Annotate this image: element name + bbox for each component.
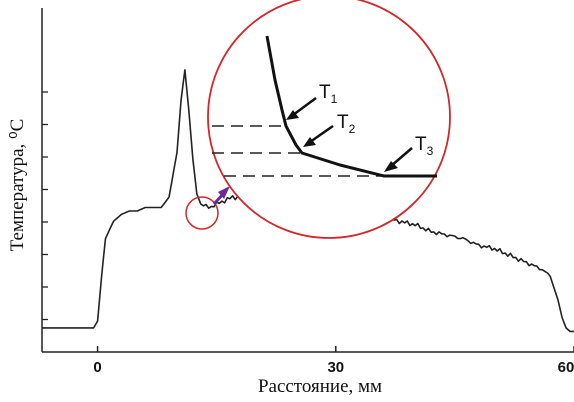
y-axis-title: Температура, ⁰C bbox=[7, 119, 28, 252]
callout-label-t1: T1 bbox=[319, 82, 338, 106]
callout-label-t2: T2 bbox=[337, 112, 356, 136]
inset-curve bbox=[265, 35, 437, 178]
callout-label-t1-main: T bbox=[319, 82, 331, 103]
inset-dashed-levels bbox=[212, 125, 384, 177]
callout-label-t2-sub: 2 bbox=[349, 122, 356, 136]
x-tick-label: 30 bbox=[327, 359, 344, 376]
inset-circle bbox=[207, 0, 451, 239]
x-tick-label: 60 bbox=[558, 359, 574, 376]
callout-label-t2-main: T bbox=[337, 112, 349, 133]
zoom-arrow bbox=[212, 186, 230, 206]
x-tick-label: 0 bbox=[93, 359, 101, 376]
callout-arrow-t3 bbox=[384, 147, 413, 172]
axes bbox=[41, 8, 574, 353]
callout-label-t3: T3 bbox=[415, 134, 434, 158]
x-ticks: 0 30 60 bbox=[93, 346, 574, 376]
callout-arrow-t2 bbox=[303, 124, 334, 147]
x-axis-title: Расстояние, мм bbox=[258, 376, 382, 397]
callout-label-t3-main: T bbox=[415, 134, 427, 155]
y-ticks bbox=[42, 91, 48, 321]
callout-label-t1-sub: 1 bbox=[331, 92, 338, 106]
callout-arrow-t1 bbox=[286, 96, 317, 120]
highlight-circle bbox=[185, 196, 219, 230]
callout-label-t3-sub: 3 bbox=[427, 144, 434, 158]
